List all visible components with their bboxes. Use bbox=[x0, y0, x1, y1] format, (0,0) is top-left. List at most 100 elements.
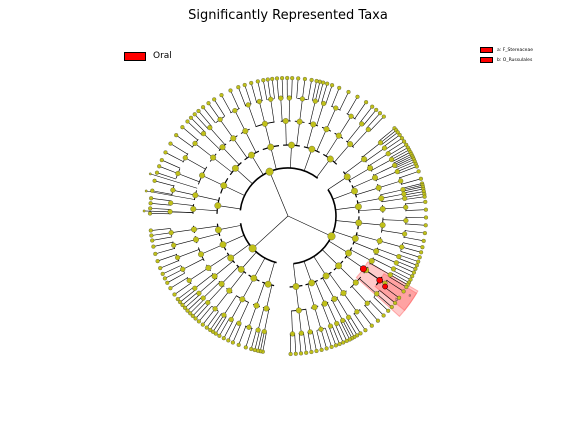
taxon-node bbox=[399, 244, 405, 250]
family-branch bbox=[316, 129, 327, 152]
genus-branch bbox=[382, 219, 406, 221]
species-branch bbox=[320, 329, 327, 349]
taxon-node bbox=[205, 300, 211, 306]
species-branch bbox=[342, 320, 353, 339]
taxon-node bbox=[190, 313, 195, 318]
genus-branch bbox=[359, 278, 377, 295]
taxon-node bbox=[379, 222, 386, 229]
taxon-node bbox=[393, 300, 398, 306]
genus-branch bbox=[309, 101, 316, 124]
species-branch bbox=[167, 272, 185, 284]
order-branch bbox=[222, 235, 245, 245]
species-branch bbox=[394, 155, 413, 165]
taxon-node bbox=[175, 255, 181, 261]
species-branch bbox=[281, 78, 284, 99]
genus-branch bbox=[379, 240, 402, 248]
genus-branch bbox=[259, 101, 266, 124]
genus-branch bbox=[352, 129, 369, 147]
taxon-node bbox=[333, 343, 338, 348]
taxon-node bbox=[422, 194, 427, 199]
species-branch bbox=[339, 91, 349, 111]
species-branch bbox=[153, 241, 174, 247]
taxon-node bbox=[369, 323, 374, 328]
taxon-node bbox=[165, 280, 170, 285]
taxon-node bbox=[375, 318, 380, 323]
species-branch bbox=[392, 270, 411, 280]
taxon-node bbox=[331, 295, 338, 302]
taxon-node bbox=[344, 338, 349, 343]
species-branch bbox=[391, 149, 410, 160]
species-branch bbox=[387, 141, 405, 153]
taxon-node bbox=[393, 260, 399, 266]
species-branch bbox=[324, 327, 332, 348]
species-branch bbox=[359, 309, 373, 326]
taxa-legend-label: b: O_Russulales bbox=[497, 57, 533, 63]
taxon-node bbox=[358, 331, 363, 336]
order-branch bbox=[328, 240, 349, 254]
taxon-node bbox=[270, 76, 275, 81]
species-branch bbox=[187, 121, 203, 136]
species-branch bbox=[152, 190, 173, 195]
genus-branch bbox=[238, 302, 249, 324]
genus-branch bbox=[248, 305, 257, 328]
taxon-node bbox=[337, 341, 342, 347]
species-branch bbox=[294, 333, 297, 354]
taxon-node bbox=[268, 96, 274, 102]
species-branch bbox=[250, 82, 257, 103]
taxon-node bbox=[278, 95, 284, 101]
taxon-node bbox=[423, 215, 429, 220]
family-branch bbox=[307, 284, 315, 308]
taxon-node bbox=[359, 121, 365, 127]
family-branch bbox=[356, 234, 380, 242]
taxon-node bbox=[337, 85, 342, 90]
taxon-node bbox=[414, 263, 419, 268]
taxon-node bbox=[314, 348, 319, 354]
species-branch bbox=[344, 319, 355, 338]
species-branch bbox=[179, 289, 196, 303]
genus-branch bbox=[326, 302, 337, 324]
species-branch bbox=[314, 81, 321, 102]
taxon-node bbox=[288, 141, 295, 149]
taxon-node bbox=[217, 333, 222, 338]
family-branch bbox=[306, 124, 314, 148]
species-branch bbox=[303, 332, 307, 353]
taxon-node bbox=[347, 141, 354, 148]
taxon-node bbox=[379, 206, 386, 212]
class-branch bbox=[252, 215, 289, 249]
order-branch bbox=[316, 158, 331, 178]
order-branch bbox=[240, 251, 257, 270]
species-branch bbox=[354, 102, 367, 119]
genus-branch bbox=[280, 98, 283, 122]
species-branch bbox=[389, 276, 407, 288]
taxon-node bbox=[286, 95, 292, 101]
genus-branch bbox=[264, 309, 270, 332]
species-branch bbox=[399, 171, 419, 179]
taxon-node bbox=[201, 105, 206, 110]
taxon-node bbox=[255, 327, 261, 333]
species-branch bbox=[192, 301, 207, 317]
taxon-node bbox=[416, 259, 421, 264]
order-branch bbox=[333, 230, 356, 239]
family-branch bbox=[222, 146, 240, 165]
taxon-node bbox=[419, 250, 424, 255]
species-branch bbox=[296, 78, 299, 99]
taxon-node bbox=[323, 126, 330, 133]
species-branch bbox=[353, 313, 366, 331]
taxon-node bbox=[226, 287, 233, 294]
order-branch bbox=[327, 176, 348, 190]
species-branch bbox=[245, 328, 253, 348]
genus-branch bbox=[343, 292, 358, 312]
species-branch bbox=[223, 320, 234, 339]
family-branch bbox=[264, 123, 272, 148]
taxon-node bbox=[418, 176, 423, 181]
class-arc bbox=[239, 167, 319, 211]
taxon-node bbox=[228, 88, 233, 93]
family-branch bbox=[212, 157, 233, 173]
taxon-node bbox=[253, 302, 260, 309]
taxon-node bbox=[217, 116, 223, 123]
order-branch bbox=[332, 190, 355, 200]
taxon-node bbox=[215, 226, 222, 234]
taxon-node bbox=[333, 105, 339, 111]
species-branch bbox=[155, 248, 175, 255]
species-branch bbox=[244, 84, 252, 105]
